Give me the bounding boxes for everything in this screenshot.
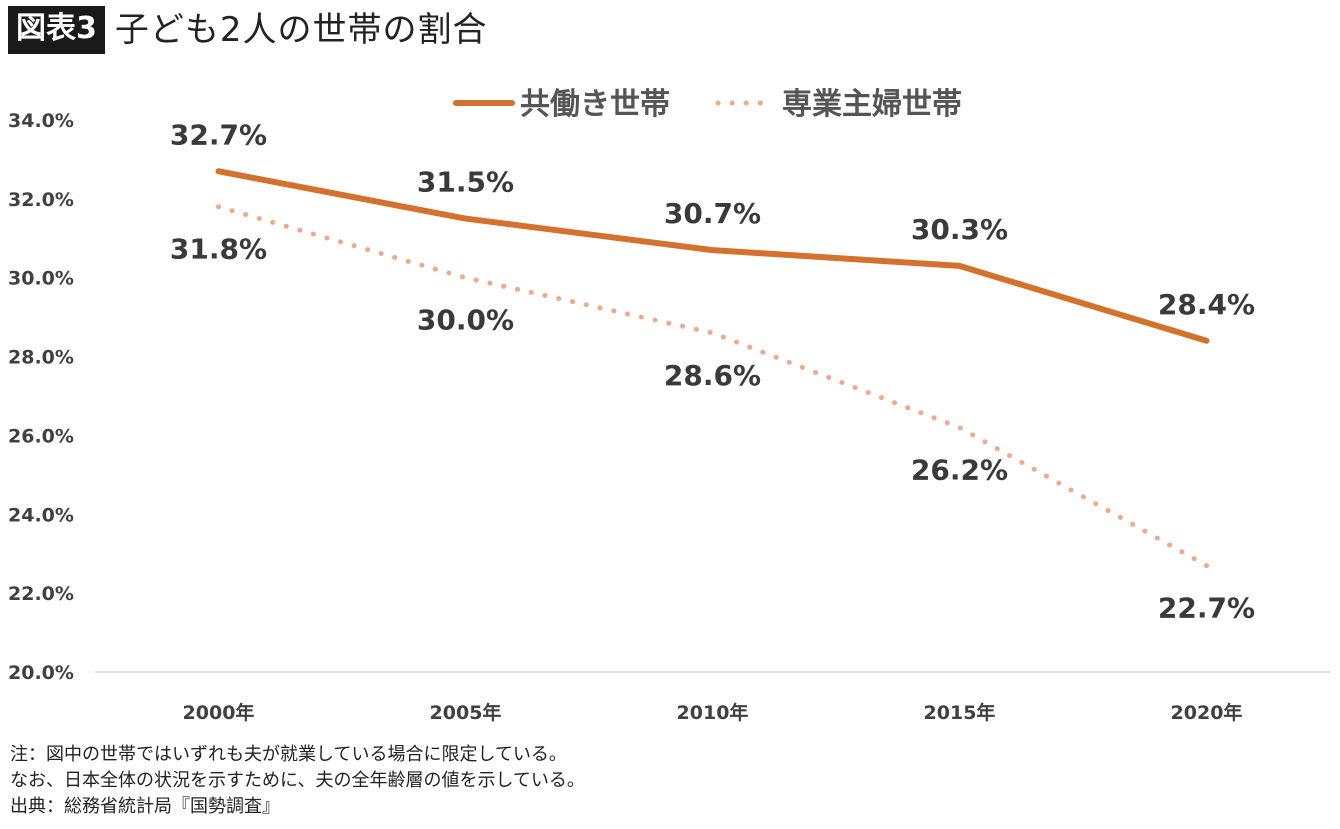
footnote-3: 出典：総務省統計局『国勢調査』 [10,796,280,817]
y-axis: 20.0% 22.0% 24.0% 26.0% 28.0% 30.0% 32.0% 34.0% [8,110,74,684]
data-label: 26.2% [911,454,1008,487]
data-labels: 32.7% 31.5% 30.7% 30.3% 28.4% 31.8% 30.0% 28.6%… [170,118,1255,624]
x-tick-label: 2005年 [430,701,502,724]
legend: 共働き世帯 専業主婦世帯 [453,87,962,122]
y-tick-label: 20.0% [8,662,74,684]
data-label: 22.7% [1158,592,1255,625]
footnote-2: なお、日本全体の状況を示すために、夫の全年齢層の値を示している。 [10,770,585,791]
data-label: 28.4% [1158,288,1255,321]
legend-label-single-income: 専業主婦世帯 [782,87,962,122]
series-line-single-income [216,204,1209,569]
figure-header: 図表3 子ども2人の世帯の割合 [8,4,488,56]
series-line-dual-income [215,168,1210,344]
data-label: 31.8% [170,233,267,266]
x-axis: 2000年 2005年 2010年 2015年 2020年 [183,701,1243,724]
data-label: 32.7% [170,118,267,151]
x-tick-label: 2010年 [677,701,749,724]
y-tick-label: 22.0% [8,583,74,605]
footnotes: 注：図中の世帯ではいずれも夫が就業している場合に限定している。 なお、日本全体の… [10,742,585,820]
data-label: 30.7% [664,197,761,230]
line-chart: 20.0% 22.0% 24.0% 26.0% 28.0% 30.0% 32.0% 34.0%… [8,87,1330,724]
y-tick-label: 30.0% [8,268,74,290]
data-label: 31.5% [417,166,514,199]
series-layer [215,168,1210,569]
x-tick-label: 2000年 [183,701,255,724]
x-tick-label: 2015年 [924,701,996,724]
figure-title: 子ども2人の世帯の割合 [114,10,488,50]
figure-badge: 図表3 [8,6,105,54]
y-tick-label: 26.0% [8,425,74,447]
footnote-1: 注：図中の世帯ではいずれも夫が就業している場合に限定している。 [10,744,567,765]
x-tick-label: 2020年 [1171,701,1243,724]
data-label: 28.6% [664,359,761,392]
y-tick-label: 24.0% [8,504,74,526]
data-label: 30.0% [417,304,514,337]
legend-label-dual-income: 共働き世帯 [520,87,670,122]
data-label: 30.3% [911,213,1008,246]
y-tick-label: 34.0% [8,110,74,132]
y-tick-label: 32.0% [8,189,74,211]
y-tick-label: 28.0% [8,347,74,369]
